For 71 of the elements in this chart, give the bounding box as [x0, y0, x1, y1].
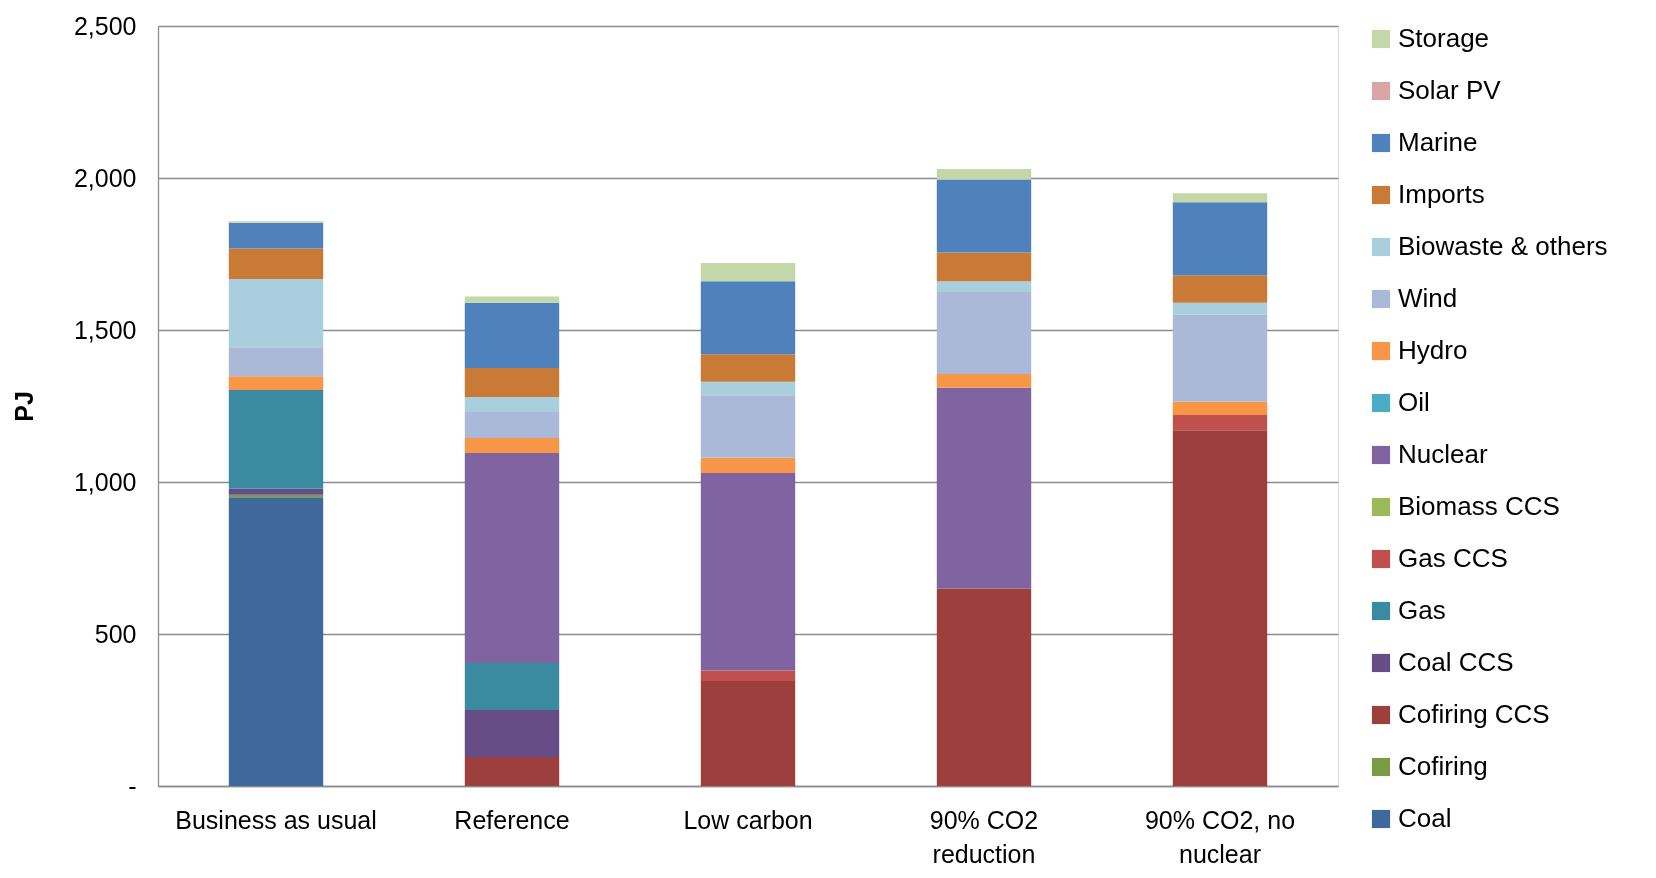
- legend-label: Nuclear: [1398, 439, 1488, 469]
- bar: [228, 497, 324, 786]
- bar: [228, 278, 324, 348]
- legend-label: Gas CCS: [1398, 543, 1508, 573]
- bar: [464, 453, 560, 663]
- bar: [700, 457, 796, 473]
- bar: [464, 662, 560, 710]
- bar: [1172, 314, 1268, 402]
- bar: [1172, 275, 1268, 303]
- x-tick-label: 90% CO2 reduction: [929, 805, 1039, 868]
- bar: [464, 412, 560, 438]
- y-axis-title: PJ: [9, 391, 38, 422]
- legend-label: Coal CCS: [1398, 647, 1514, 677]
- bar: [228, 222, 324, 249]
- y-tick-label: 2,500: [73, 11, 137, 40]
- bar: [464, 396, 560, 413]
- bar: [700, 395, 796, 458]
- bar: [700, 263, 796, 282]
- bar: [464, 437, 560, 454]
- y-tick-label: 1,000: [73, 467, 137, 496]
- bar: [936, 387, 1032, 589]
- legend-label: Imports: [1398, 179, 1485, 209]
- legend-label: Gas: [1398, 595, 1446, 625]
- y-tick-label: -: [128, 771, 137, 800]
- bar: [464, 302, 560, 368]
- bar: [936, 168, 1032, 180]
- bar: [228, 488, 324, 495]
- bar: [1172, 302, 1268, 315]
- bar: [700, 670, 796, 682]
- x-tick-label: Low carbon: [683, 805, 813, 834]
- legend-label: Marine: [1398, 127, 1478, 157]
- bar: [228, 389, 324, 489]
- legend-label: Solar PV: [1398, 75, 1502, 105]
- bar: [1172, 415, 1268, 431]
- bar: [1172, 430, 1268, 786]
- y-tick-label: 2,000: [73, 163, 137, 192]
- legend-label: Wind: [1398, 283, 1458, 313]
- bar: [464, 296, 560, 303]
- legend-label: Biowaste & others: [1398, 231, 1608, 261]
- y-tick-label: 500: [94, 619, 137, 648]
- bar: [228, 347, 324, 377]
- x-tick-label: 90% CO2, no nuclear: [1144, 805, 1296, 868]
- bar: [1172, 202, 1268, 276]
- bar: [464, 757, 560, 786]
- bar: [936, 588, 1032, 786]
- bar: [700, 281, 796, 355]
- bar: [228, 376, 324, 390]
- bar: [936, 374, 1032, 388]
- bar: [1172, 193, 1268, 203]
- bar: [700, 681, 796, 786]
- legend-label: Cofiring: [1398, 751, 1488, 781]
- bar: [1172, 401, 1268, 416]
- legend-label: Storage: [1398, 23, 1490, 53]
- x-tick-label: Business as usual: [175, 805, 377, 834]
- x-tick-label: Reference: [454, 805, 570, 834]
- bar: [936, 252, 1032, 282]
- bar: [700, 472, 796, 671]
- bar: [700, 354, 796, 382]
- legend-label: Cofiring CCS: [1398, 699, 1550, 729]
- bar: [936, 179, 1032, 253]
- legend-label: Hydro: [1398, 335, 1468, 365]
- legend-label: Oil: [1398, 387, 1430, 417]
- legend-label: Biomass CCS: [1398, 491, 1560, 521]
- bar: [464, 368, 560, 397]
- bar: [936, 292, 1032, 375]
- bar: [228, 248, 324, 279]
- legend-label: Coal: [1398, 803, 1452, 833]
- bar: [936, 281, 1032, 292]
- y-tick-label: 1,500: [73, 315, 137, 344]
- bar: [700, 381, 796, 396]
- bar: [464, 710, 560, 758]
